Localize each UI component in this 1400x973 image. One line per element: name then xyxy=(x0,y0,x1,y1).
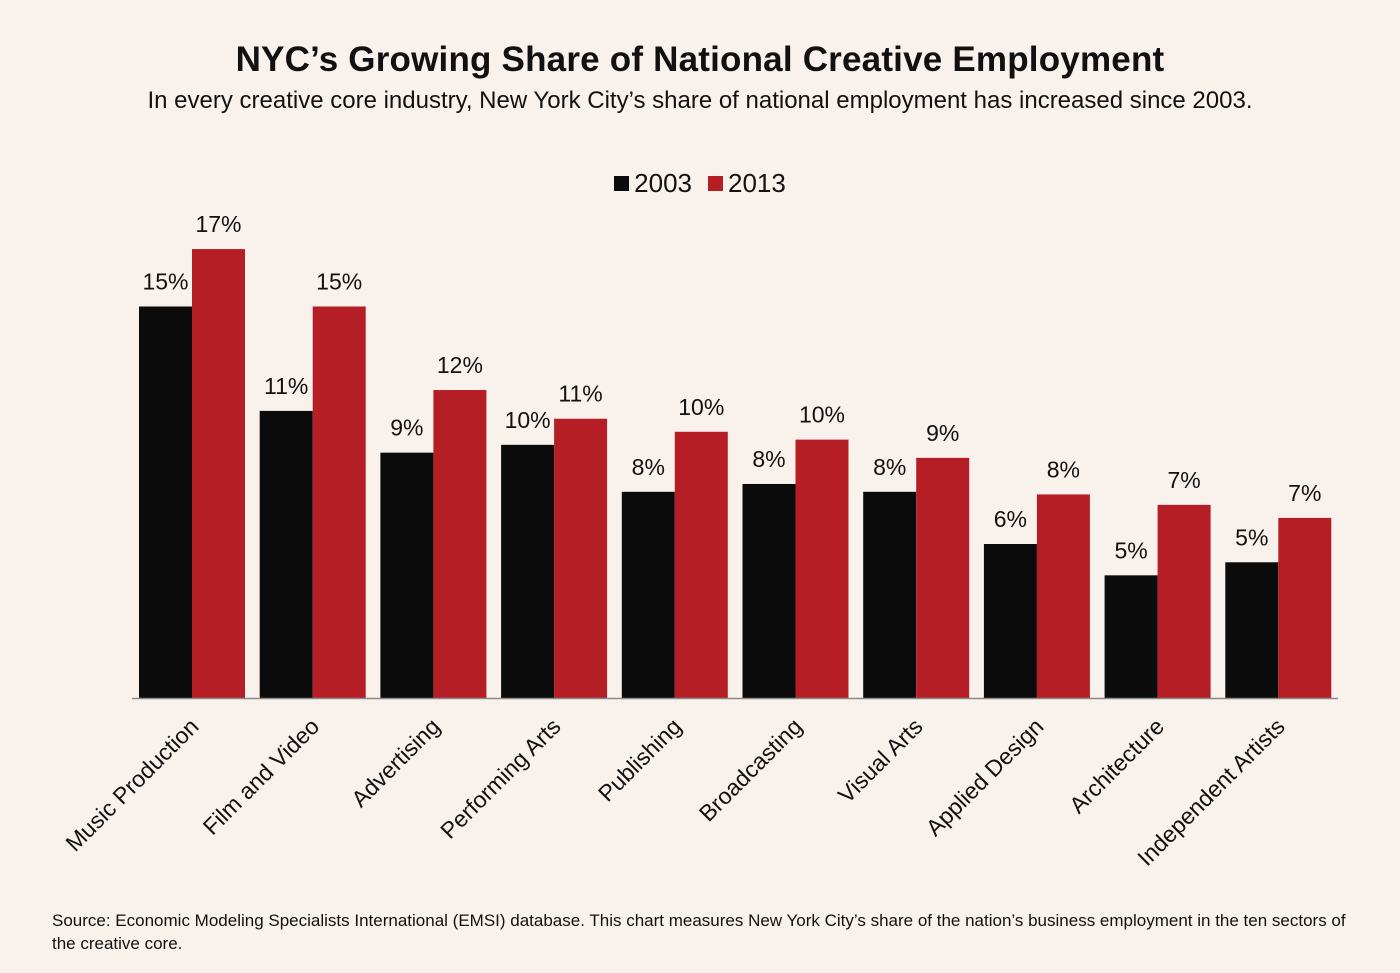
data-label-2003-6: 8% xyxy=(873,454,906,480)
data-label-2003-8: 5% xyxy=(1114,537,1147,563)
data-label-2003-1: 11% xyxy=(264,373,308,399)
legend-item-2003: 2003 xyxy=(614,168,692,199)
data-label-2013-4: 10% xyxy=(678,394,724,420)
data-label-2013-2: 12% xyxy=(437,352,483,378)
x-tick-label-7: Applied Design xyxy=(921,713,1049,841)
data-label-2013-1: 15% xyxy=(316,269,362,295)
bar-2003-6 xyxy=(863,491,917,698)
x-tick-label-3: Performing Arts xyxy=(435,713,565,843)
data-label-2013-7: 8% xyxy=(1047,456,1080,482)
data-label-2013-0: 17% xyxy=(195,211,241,237)
legend-item-2013: 2013 xyxy=(708,168,786,199)
legend-label-2013: 2013 xyxy=(728,168,786,198)
bar-2003-8 xyxy=(1104,575,1158,698)
bar-2013-1 xyxy=(312,306,366,698)
bar-2013-2 xyxy=(433,390,487,698)
data-label-2003-4: 8% xyxy=(632,454,665,480)
data-label-2003-9: 5% xyxy=(1235,524,1268,550)
data-label-2003-5: 8% xyxy=(752,446,785,472)
bar-2003-9 xyxy=(1225,562,1279,698)
bar-2003-1 xyxy=(259,410,313,698)
chart-subtitle: In every creative core industry, New Yor… xyxy=(147,87,1253,114)
bar-2003-4 xyxy=(621,491,675,698)
bar-2013-4 xyxy=(674,431,728,698)
legend-label-2003: 2003 xyxy=(634,168,692,198)
legend-swatch-2003 xyxy=(614,176,630,191)
bar-2003-0 xyxy=(139,306,192,698)
bar-2013-7 xyxy=(1036,494,1090,698)
bar-2013-8 xyxy=(1157,504,1211,698)
data-label-2003-2: 9% xyxy=(390,415,423,441)
data-label-2013-5: 10% xyxy=(799,402,845,428)
bar-2003-7 xyxy=(983,544,1037,698)
data-label-2013-3: 11% xyxy=(558,381,602,407)
legend: 2003 2013 xyxy=(0,168,1400,199)
data-label-2013-8: 7% xyxy=(1167,467,1200,493)
data-label-2003-3: 10% xyxy=(505,407,551,433)
data-label-2003-7: 6% xyxy=(994,506,1027,532)
x-tick-label-8: Architecture xyxy=(1064,713,1169,818)
bar-2003-5 xyxy=(742,483,796,698)
x-tick-label-0: Music Production xyxy=(60,713,203,856)
x-tick-label-1: Film and Video xyxy=(198,713,325,840)
chart-title: NYC’s Growing Share of National Creative… xyxy=(235,40,1165,79)
bar-2003-2 xyxy=(380,452,434,698)
bar-2013-5 xyxy=(795,439,849,698)
bar-2013-0 xyxy=(192,249,245,698)
data-label-2003-0: 15% xyxy=(142,269,188,295)
bar-2003-3 xyxy=(501,444,555,698)
x-tick-label-5: Broadcasting xyxy=(694,713,807,826)
legend-swatch-2013 xyxy=(708,176,723,191)
data-label-2013-6: 9% xyxy=(926,420,959,446)
bar-2013-6 xyxy=(916,457,970,698)
x-tick-label-4: Publishing xyxy=(593,713,686,806)
data-label-2013-9: 7% xyxy=(1288,480,1321,506)
x-tick-label-2: Advertising xyxy=(346,713,445,812)
source-note: Source: Economic Modeling Specialists In… xyxy=(52,911,1346,953)
bar-2013-3 xyxy=(554,418,608,698)
bar-2013-9 xyxy=(1278,517,1332,698)
x-tick-label-6: Visual Arts xyxy=(833,713,928,808)
